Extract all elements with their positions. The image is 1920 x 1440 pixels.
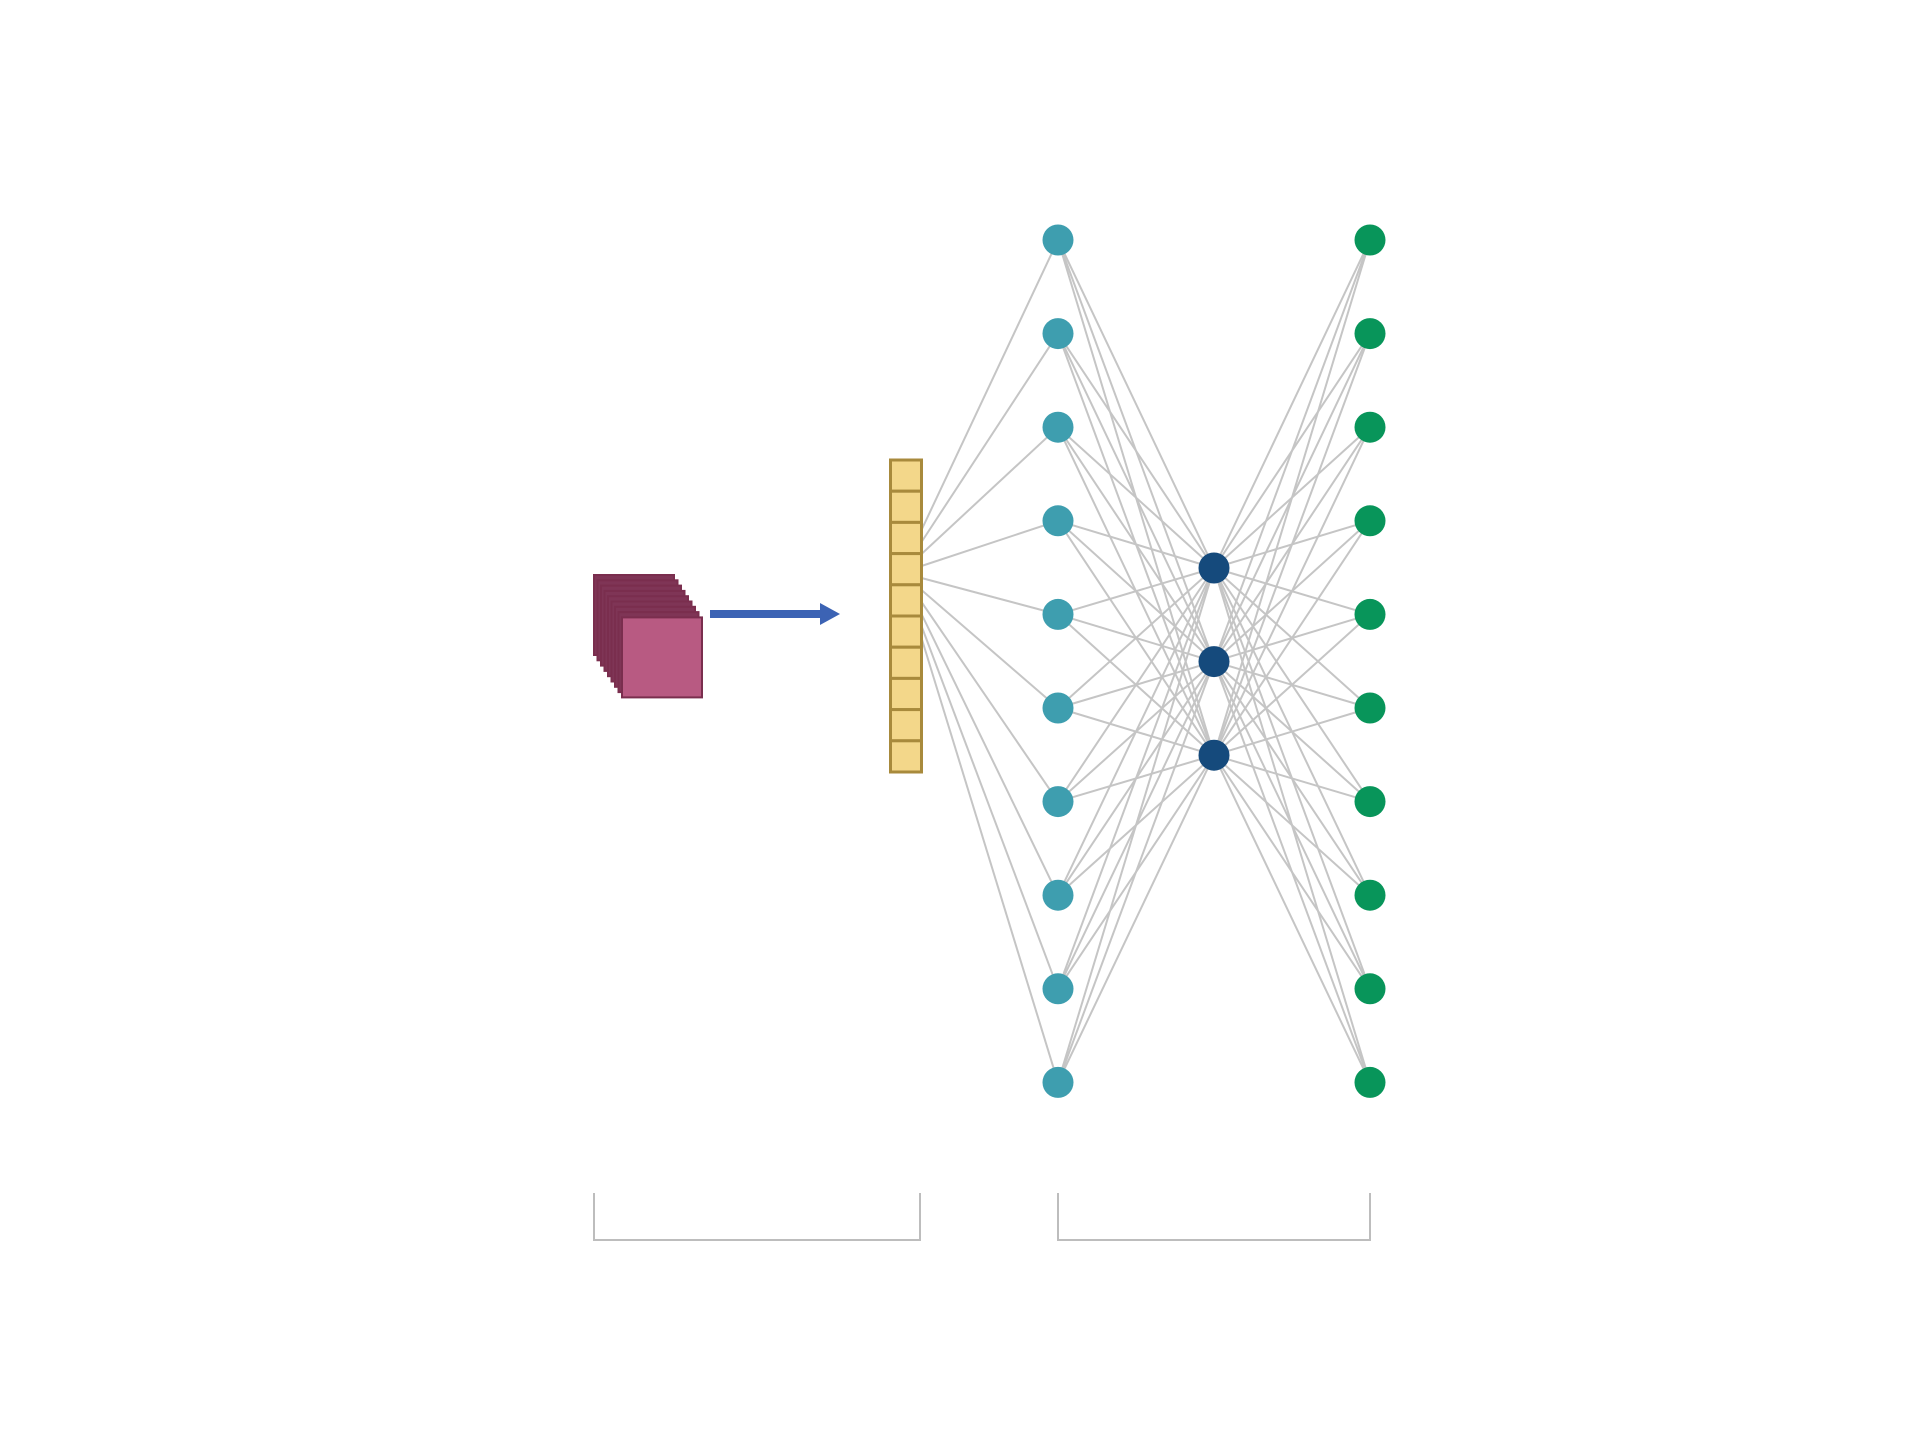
connection-edges (920, 239, 1371, 1083)
vector-cell (889, 520, 923, 556)
output-node (1354, 318, 1386, 350)
flatten-arrow (710, 603, 840, 625)
vector-cell (889, 645, 923, 680)
edge-vector-to-input (920, 426, 1059, 555)
output-node (1354, 505, 1386, 537)
input-node (1042, 411, 1074, 443)
edge-hidden-to-output (1213, 333, 1371, 756)
edge-input-to-hidden (1057, 426, 1215, 569)
input-node (1042, 598, 1074, 630)
edge-vector-to-input (920, 333, 1059, 543)
edge-hidden-to-output (1213, 520, 1371, 756)
hidden-node (1198, 739, 1230, 771)
vector-cell (889, 552, 923, 587)
input-node (1042, 505, 1074, 537)
output-node (1354, 786, 1386, 818)
bracket-feature-extraction (593, 1193, 921, 1241)
edge-hidden-to-output (1213, 754, 1371, 990)
edge-hidden-to-output (1213, 754, 1371, 1083)
edge-input-to-hidden (1057, 567, 1215, 896)
flatten-vector (889, 458, 923, 774)
edge-vector-to-input (920, 239, 1059, 531)
edge-input-to-hidden (1057, 567, 1215, 709)
feature-map-front (621, 616, 703, 699)
input-node (1042, 692, 1074, 724)
input-node (1042, 973, 1074, 1005)
edge-input-to-hidden (1057, 567, 1215, 803)
vector-cell (889, 676, 923, 712)
edge-hidden-to-output (1213, 613, 1371, 756)
vector-cell (889, 489, 923, 524)
output-node (1354, 1066, 1386, 1098)
feature-map-stack (593, 574, 703, 699)
input-node (1042, 786, 1074, 818)
edge-input-to-hidden (1057, 754, 1215, 1083)
arrow-head (820, 603, 840, 625)
edge-hidden-to-output (1213, 239, 1371, 569)
edge-vector-to-input (921, 577, 1059, 616)
vector-cell (889, 708, 923, 743)
output-node (1354, 598, 1386, 630)
edge-input-to-hidden (1057, 567, 1215, 616)
edge-input-to-hidden (1057, 567, 1215, 990)
edge-vector-to-input (920, 589, 1059, 709)
edge-input-to-hidden (1057, 519, 1215, 569)
input-node (1042, 879, 1074, 911)
edge-hidden-to-output (1213, 426, 1371, 756)
vector-cell (889, 458, 923, 493)
output-node (1354, 973, 1386, 1005)
vector-cell (889, 614, 923, 649)
output-node (1354, 224, 1386, 256)
edge-input-to-hidden (1057, 333, 1215, 569)
input-node (1042, 1066, 1074, 1098)
edge-vector-to-input (920, 601, 1059, 803)
edge-hidden-to-output (1213, 707, 1371, 757)
output-node (1354, 879, 1386, 911)
input-node (1042, 318, 1074, 350)
output-node (1354, 411, 1386, 443)
input-node (1042, 224, 1074, 256)
neuron-nodes (1042, 224, 1386, 1098)
edge-input-to-hidden (1057, 567, 1215, 1083)
edge-vector-to-input (920, 637, 1059, 1083)
vector-cell (889, 739, 923, 774)
edge-input-to-hidden (1057, 239, 1215, 569)
edge-hidden-to-output (1213, 239, 1371, 662)
bracket-fully-connected (1057, 1193, 1371, 1241)
edge-vector-to-input (920, 625, 1059, 990)
edge-input-to-hidden (1057, 661, 1215, 1083)
edge-hidden-to-output (1213, 754, 1371, 896)
vector-cell (889, 583, 923, 618)
edge-hidden-to-output (1213, 239, 1371, 756)
edge-hidden-to-output (1213, 754, 1371, 803)
edge-vector-to-input (921, 519, 1059, 567)
output-node (1354, 692, 1386, 724)
edge-vector-to-input (920, 613, 1059, 896)
section-brackets (593, 1193, 1371, 1241)
hidden-node (1198, 646, 1230, 678)
hidden-node (1198, 552, 1230, 584)
